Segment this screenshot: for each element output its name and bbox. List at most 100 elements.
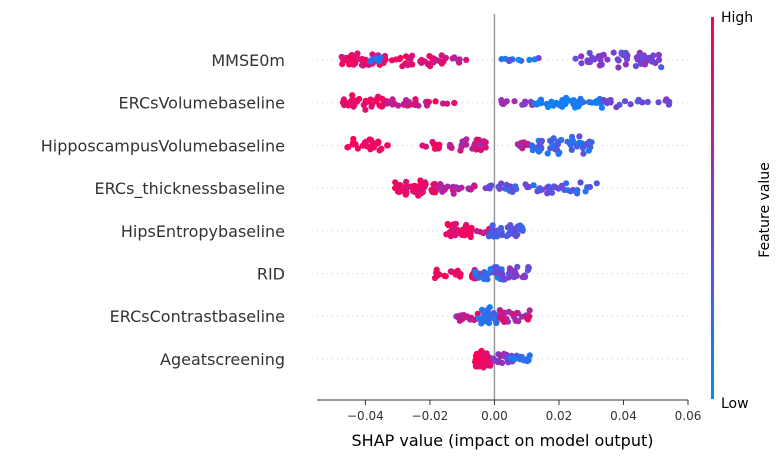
data-point (598, 104, 606, 111)
data-point (554, 141, 561, 148)
data-point (613, 104, 620, 111)
data-point (424, 61, 431, 68)
feature-label: HipposcampusVolumebaseline (41, 136, 285, 155)
data-point (349, 92, 356, 99)
data-point (604, 100, 611, 107)
x-tick-label: 0.06 (675, 409, 702, 423)
data-point (432, 189, 439, 196)
data-point (461, 232, 468, 239)
data-point (511, 356, 518, 363)
data-point (620, 52, 627, 59)
data-point (483, 350, 490, 357)
colorbar-title: Feature value (757, 162, 773, 258)
data-point (531, 56, 538, 63)
data-point (430, 55, 437, 62)
data-point (506, 267, 514, 274)
data-point (452, 232, 459, 239)
data-point (655, 99, 662, 106)
data-point (536, 99, 543, 106)
data-point (444, 100, 451, 107)
data-point (494, 229, 501, 236)
data-point (515, 56, 522, 63)
data-point (596, 62, 603, 69)
data-point (576, 133, 583, 140)
data-point (487, 360, 494, 367)
data-point (526, 352, 533, 359)
x-axis-ticks: −0.04 −0.02 0.00 0.02 0.04 0.06 (347, 400, 701, 423)
data-point (463, 56, 470, 64)
data-point (633, 54, 640, 61)
data-point (518, 313, 525, 320)
data-point (376, 95, 383, 102)
x-axis-title: SHAP value (impact on model output) (352, 431, 654, 450)
data-point (367, 96, 374, 103)
data-point (451, 99, 458, 107)
data-point (634, 98, 641, 105)
data-point (492, 269, 499, 276)
beeswarm-points (338, 49, 673, 371)
data-point (572, 104, 579, 111)
data-point (524, 358, 531, 365)
data-point (473, 146, 480, 153)
data-point (382, 98, 389, 105)
data-point (473, 227, 480, 235)
data-point (526, 307, 533, 314)
data-point (362, 106, 369, 113)
data-point (506, 56, 514, 64)
data-point (638, 55, 645, 62)
data-point (480, 138, 487, 145)
data-point (390, 101, 397, 108)
data-point (480, 364, 487, 371)
data-point (399, 63, 406, 70)
data-point (514, 263, 521, 270)
data-point (578, 60, 585, 67)
data-point (397, 54, 404, 62)
data-point (641, 61, 649, 68)
data-point (463, 141, 470, 148)
data-point (497, 224, 505, 232)
data-point (655, 51, 662, 59)
data-point (388, 57, 395, 64)
data-point (499, 359, 506, 366)
data-point (345, 143, 352, 151)
data-point (604, 56, 611, 63)
data-point (592, 99, 599, 106)
data-point (432, 98, 439, 105)
data-point (482, 229, 489, 236)
data-point (341, 102, 348, 109)
data-point (397, 182, 404, 189)
data-point (579, 144, 587, 152)
data-point (507, 222, 514, 229)
data-point (537, 187, 544, 194)
data-point (627, 101, 634, 108)
data-point (445, 221, 452, 229)
x-tick-label: −0.04 (347, 409, 384, 423)
data-point (375, 138, 382, 145)
data-point (544, 150, 551, 157)
data-point (528, 142, 536, 149)
data-point (548, 137, 555, 145)
data-point (582, 188, 589, 195)
data-point (340, 96, 347, 103)
data-point (435, 144, 443, 151)
data-point (644, 98, 651, 106)
data-point (418, 56, 425, 64)
x-tick-label: 0.02 (546, 409, 573, 423)
data-point (516, 143, 524, 150)
data-point (632, 63, 640, 70)
data-point (500, 276, 507, 283)
data-point (526, 56, 533, 64)
data-point (577, 179, 584, 186)
data-point (420, 185, 427, 192)
data-point (622, 61, 630, 68)
x-tick-label: 0.00 (481, 409, 508, 423)
data-point (475, 274, 482, 281)
data-point (615, 64, 622, 71)
data-point (359, 142, 366, 149)
x-tick-label: 0.04 (610, 409, 637, 423)
data-point (658, 64, 665, 71)
data-point (615, 57, 622, 64)
data-point (403, 53, 410, 60)
data-point (568, 146, 575, 153)
data-point (497, 352, 504, 360)
